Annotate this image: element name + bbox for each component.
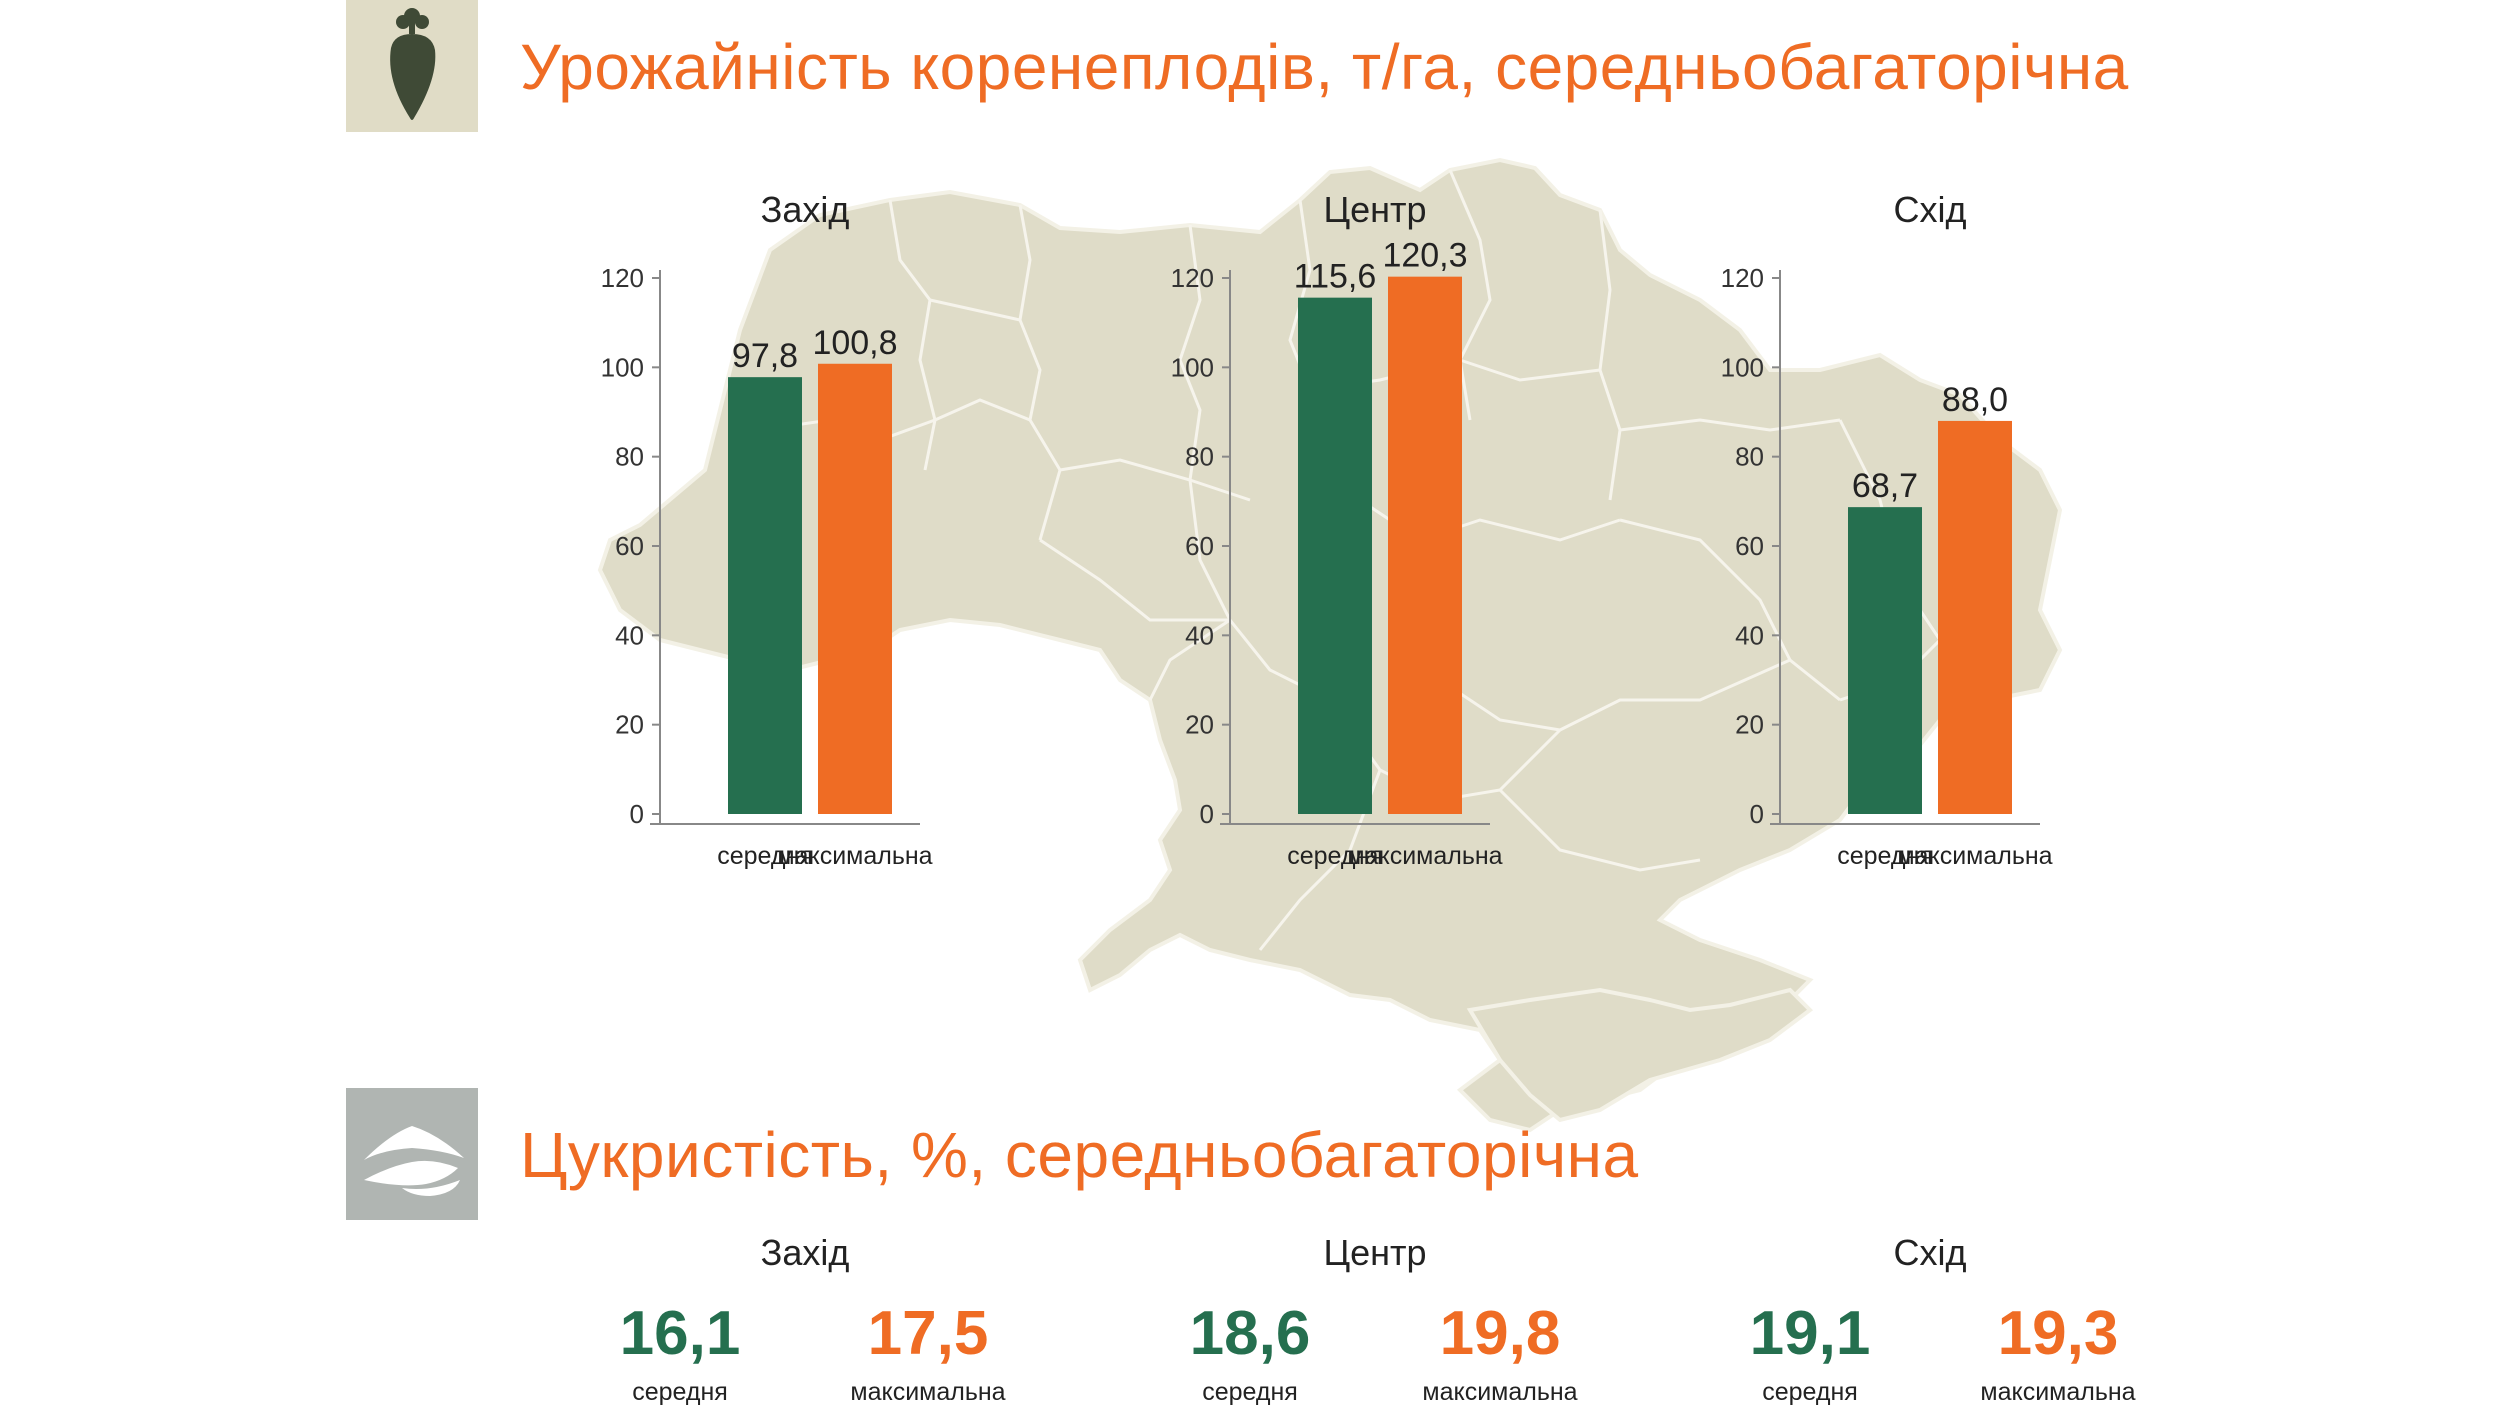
sugar-avg-label: середня xyxy=(632,1378,728,1406)
yield-icon-box xyxy=(346,0,478,132)
crimea-shape xyxy=(1466,987,1814,1123)
sugar-pile-icon xyxy=(364,1126,464,1196)
sugar-max-value: 17,5 xyxy=(867,1299,989,1368)
sugar-region-name: Схід xyxy=(1893,1232,1967,1273)
sugar-avg-label: середня xyxy=(1762,1378,1858,1406)
sugar-icon-box xyxy=(346,1088,478,1220)
sugar-region-name: Захід xyxy=(760,1232,850,1273)
sugar-avg-label: середня xyxy=(1202,1378,1298,1406)
sugar-max-value: 19,8 xyxy=(1439,1299,1561,1368)
sugar-max-label: максимальна xyxy=(1980,1378,2136,1406)
sugar-avg-value: 19,1 xyxy=(1749,1299,1871,1368)
sugar-avg-value: 18,6 xyxy=(1189,1299,1311,1368)
sugar-max-label: максимальна xyxy=(1422,1378,1578,1406)
sugar-section-title: Цукристість, %, середньобагаторічна xyxy=(520,1119,1639,1191)
sugar-avg-value: 16,1 xyxy=(619,1299,741,1368)
sugar-beet-icon xyxy=(390,8,436,120)
ukraine-map-shape xyxy=(597,157,2063,1133)
sugar-region-name: Центр xyxy=(1323,1232,1427,1273)
oblast-borders xyxy=(759,169,2011,951)
sugar-max-value: 19,3 xyxy=(1997,1299,2119,1368)
sugar-max-label: максимальна xyxy=(850,1378,1006,1406)
yield-section-title: Урожайність коренеплодів, т/га, середньо… xyxy=(520,31,2129,103)
